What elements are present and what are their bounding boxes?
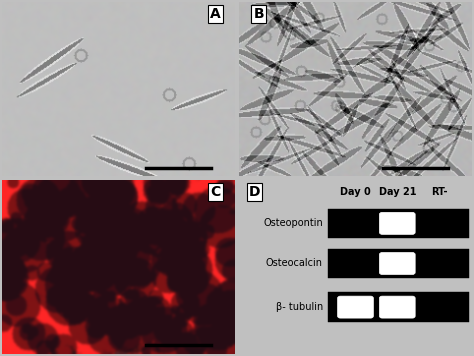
Text: RT-: RT- [431, 187, 447, 197]
Text: β- tubulin: β- tubulin [276, 302, 323, 312]
FancyBboxPatch shape [379, 296, 415, 318]
Bar [328, 292, 469, 322]
Text: B: B [253, 7, 264, 21]
Text: Day 21: Day 21 [379, 187, 416, 197]
Text: Osteocalcin: Osteocalcin [266, 258, 323, 268]
Text: Day 0: Day 0 [340, 187, 371, 197]
Bar [328, 248, 469, 278]
FancyBboxPatch shape [379, 213, 415, 234]
FancyBboxPatch shape [337, 296, 374, 318]
FancyBboxPatch shape [379, 252, 415, 274]
Text: D: D [249, 185, 260, 199]
Text: A: A [210, 7, 221, 21]
Text: Osteopontin: Osteopontin [263, 218, 323, 228]
Bar [328, 209, 469, 238]
Text: C: C [210, 185, 221, 199]
